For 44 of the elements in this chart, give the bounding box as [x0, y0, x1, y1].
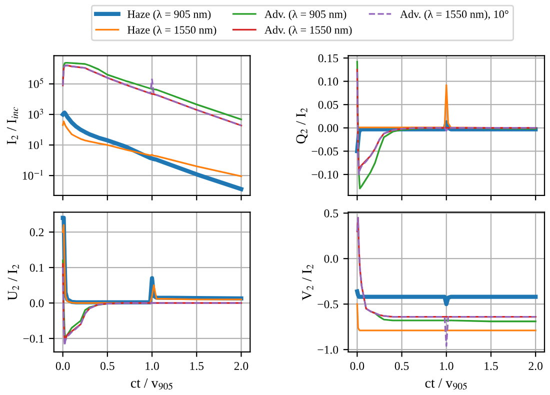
y-tick-label: 0.0	[30, 299, 44, 308]
y-axis-title: U$_{2}$ / I$_{2}$	[8, 264, 19, 300]
y-tick-label: 10$^{−1}$	[22, 170, 43, 180]
y-axis-title: I$_{2}$ / I$_{inc}$	[6, 107, 18, 144]
y-tick-label: 10$^{1}$	[28, 139, 43, 150]
legend-label: Adv. (λ = 1550 nm), 10°	[400, 10, 508, 20]
x-tick-label: 2.0	[234, 362, 248, 370]
x-tick-label: 0.0	[350, 362, 364, 370]
legend-label: Haze (λ = 1550 nm)	[128, 26, 216, 36]
y-tick-label: 0.00	[318, 124, 338, 132]
y-tick-label: −1.0	[318, 346, 338, 354]
x-tick-label: 1.5	[190, 362, 204, 370]
y-tick-label: 10$^{3}$	[28, 108, 44, 119]
x-axis-title: ct / v$_{905}$	[425, 378, 467, 390]
line-series	[356, 216, 536, 347]
y-tick-label: −0.10	[312, 170, 338, 179]
x-tick-label: 0.0	[56, 362, 70, 370]
line-series	[355, 289, 538, 306]
legend-label: Haze (λ = 905 nm)	[128, 10, 211, 20]
y-axis-title: Q$_{2}$ / I$_{2}$	[296, 108, 308, 144]
x-tick-label: 1.5	[484, 362, 498, 370]
legend-label: Adv. (λ = 1550 nm)	[264, 26, 352, 36]
y-tick-label: 0.2	[30, 228, 44, 236]
x-tick-label: 1.0	[440, 362, 454, 370]
x-axis-title: ct / v$_{905}$	[130, 378, 172, 390]
y-tick-label: −0.05	[312, 147, 338, 156]
y-tick-label: −0.1	[23, 334, 44, 343]
y-axis-title: V$_{2}$ / I$_{2}$	[302, 264, 314, 300]
x-tick-label: 2.0	[528, 362, 543, 370]
x-tick-label: 1.0	[146, 362, 159, 370]
x-tick-label: 0.5	[100, 362, 114, 370]
x-tick-label: 0.5	[394, 362, 409, 370]
legend-label: Adv. (λ = 905 nm)	[264, 10, 346, 20]
y-tick-label: 0.05	[318, 100, 338, 109]
line-series	[60, 110, 244, 192]
line-series	[62, 120, 242, 178]
y-tick-label: 0.1	[30, 264, 44, 272]
y-tick-label: 0.0	[324, 254, 338, 263]
y-tick-label: 0.10	[318, 78, 338, 86]
line-series	[356, 303, 536, 332]
y-tick-label: 0.15	[318, 54, 338, 62]
y-tick-label: 10$^{5}$	[28, 78, 44, 88]
y-tick-label: 0.5	[324, 209, 338, 218]
y-tick-label: −0.5	[318, 300, 338, 308]
